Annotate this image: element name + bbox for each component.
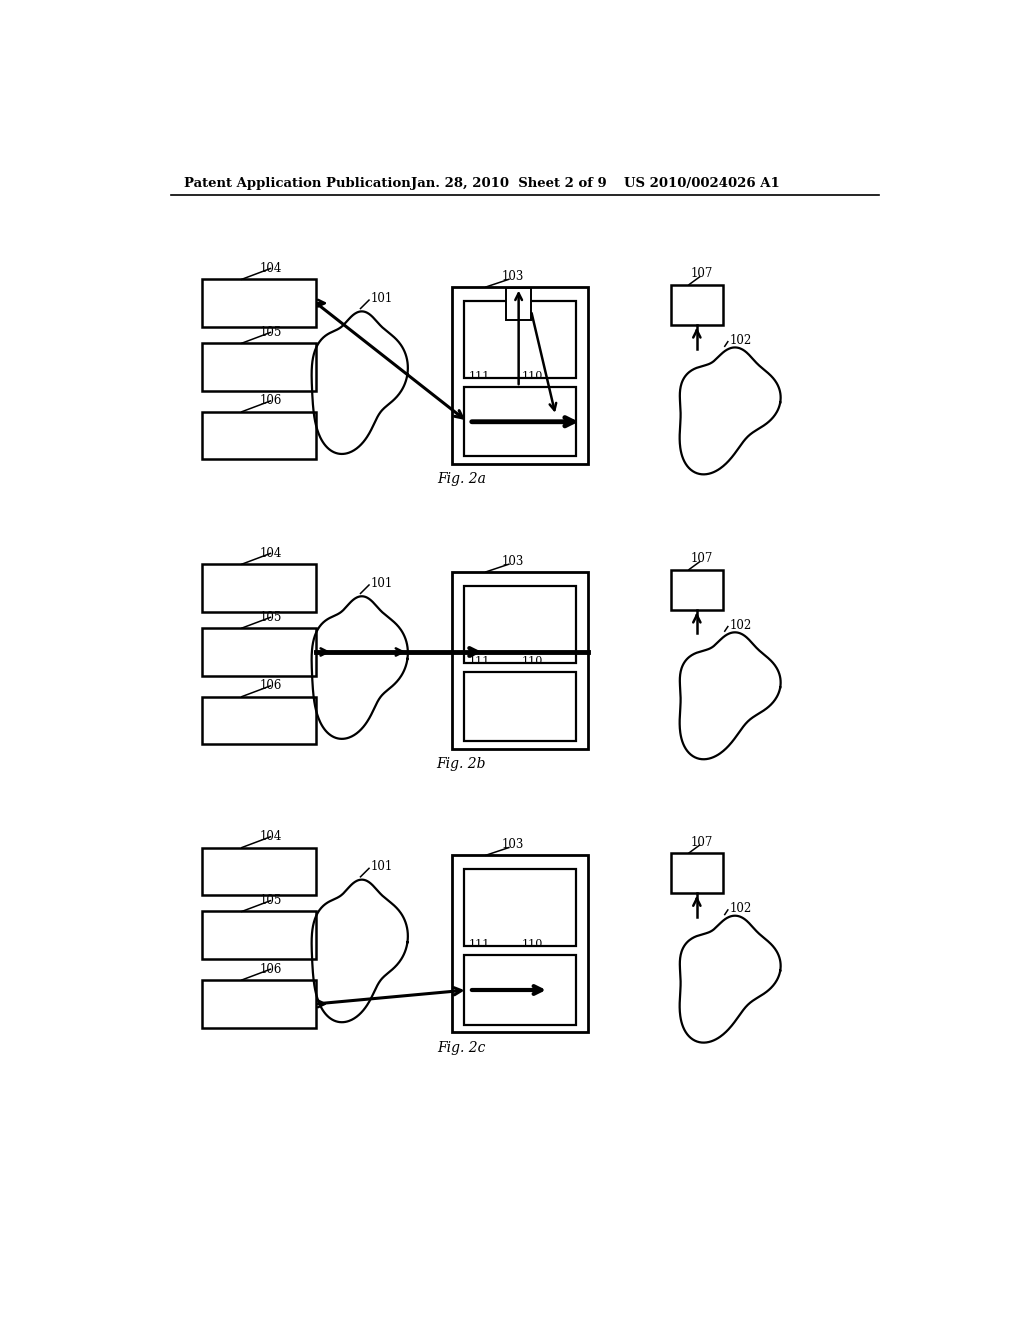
Bar	[464, 869, 575, 946]
Bar	[202, 911, 316, 960]
Bar	[202, 847, 316, 895]
Text: 105: 105	[259, 326, 282, 339]
Bar	[671, 570, 723, 610]
Bar	[202, 280, 316, 327]
Text: 107: 107	[691, 268, 714, 280]
Text: 105: 105	[259, 611, 282, 624]
Text: 103: 103	[502, 838, 524, 851]
Text: US 2010/0024026 A1: US 2010/0024026 A1	[624, 177, 779, 190]
Text: 101: 101	[371, 861, 393, 874]
Text: 104: 104	[259, 546, 282, 560]
Bar	[202, 343, 316, 391]
Bar	[202, 697, 316, 744]
Text: 105: 105	[259, 894, 282, 907]
Text: 111: 111	[468, 371, 489, 381]
Bar	[452, 855, 588, 1032]
Bar	[202, 412, 316, 459]
Text: Fig. 2c: Fig. 2c	[437, 1040, 485, 1055]
Bar	[452, 286, 588, 465]
Bar	[671, 285, 723, 325]
Text: Fig. 2b: Fig. 2b	[436, 758, 486, 771]
Text: 106: 106	[259, 962, 282, 975]
Text: Fig. 2a: Fig. 2a	[437, 473, 485, 487]
Text: 104: 104	[259, 830, 282, 843]
Text: 102: 102	[729, 619, 752, 631]
Text: 110: 110	[522, 940, 544, 949]
Text: 102: 102	[729, 902, 752, 915]
Text: 101: 101	[371, 292, 393, 305]
Bar	[464, 586, 575, 663]
Text: 111: 111	[468, 940, 489, 949]
Text: 110: 110	[522, 371, 544, 381]
Bar	[464, 956, 575, 1024]
Text: 107: 107	[691, 836, 714, 849]
Bar	[202, 979, 316, 1028]
Bar	[464, 387, 575, 457]
Text: 107: 107	[691, 552, 714, 565]
Text: 101: 101	[371, 577, 393, 590]
Bar	[202, 564, 316, 612]
Text: 106: 106	[259, 395, 282, 408]
Polygon shape	[311, 597, 408, 739]
Text: 104: 104	[259, 261, 282, 275]
Bar	[452, 572, 588, 748]
Polygon shape	[680, 632, 780, 759]
Text: 102: 102	[729, 334, 752, 347]
Text: Patent Application Publication: Patent Application Publication	[183, 177, 411, 190]
Text: 106: 106	[259, 680, 282, 693]
Bar	[671, 853, 723, 892]
Text: 111: 111	[468, 656, 489, 665]
Polygon shape	[311, 879, 408, 1022]
Bar	[464, 672, 575, 742]
Bar	[506, 288, 531, 321]
Polygon shape	[680, 916, 780, 1043]
Text: 103: 103	[502, 554, 524, 568]
Text: 110: 110	[522, 656, 544, 665]
Polygon shape	[680, 347, 780, 474]
Text: 103: 103	[502, 269, 524, 282]
Bar	[202, 628, 316, 676]
Text: Jan. 28, 2010  Sheet 2 of 9: Jan. 28, 2010 Sheet 2 of 9	[411, 177, 606, 190]
Bar	[464, 301, 575, 378]
Polygon shape	[311, 312, 408, 454]
